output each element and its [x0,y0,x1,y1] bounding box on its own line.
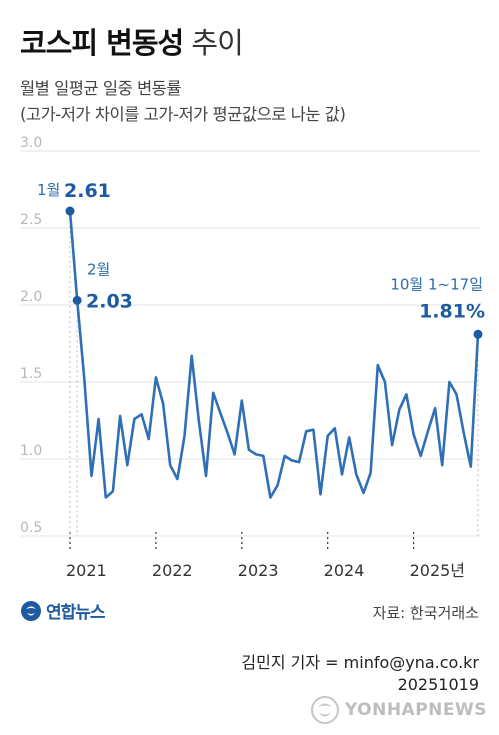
title-light: 추이 [191,26,243,60]
series-line [68,209,480,499]
subtitle-line-2: (고가-저가 차이를 고가-저가 평균값으로 나눈 값) [20,105,346,124]
line-layer [68,209,480,499]
yonhap-logo-icon [21,600,41,621]
label-layer: 3.0 2.5 2.0 1.5 1.0 0.5 2021 2022 2023 2024 2025년 1… [20,135,485,580]
credit: 김민지 기자 = minfo@yna.co.kr 20251019 [241,652,479,696]
x-tick-label-4: 2025년 [410,561,465,580]
y-tick-label-1: 2.5 [20,212,42,228]
x-tick-label-3: 2024 [324,561,365,580]
title-bold: 코스피 변동성 [20,26,184,60]
chart-title: 코스피 변동성 추이 [20,20,244,62]
volatility-line-chart: 3.0 2.5 2.0 1.5 1.0 0.5 2021 2022 2023 2024 2025년 1… [20,135,485,580]
annotation-month-jan: 1월 [37,181,60,199]
data-source: 자료: 한국거래소 [372,604,479,622]
subtitle-line-1: 월별 일평균 일중 변동률 [20,79,182,98]
y-tick-label-5: 0.5 [20,520,42,536]
y-tick-label-4: 1.0 [20,443,42,459]
guide-layer [69,216,479,536]
credit-date: 20251019 [397,675,479,694]
yonhap-logo: 연합뉴스 [20,598,106,623]
highlight-point-1 [72,295,82,305]
highlight-point-0 [65,206,75,216]
highlight-point-57 [473,329,483,339]
chart-subtitle: 월별 일평균 일중 변동률 (고가-저가 차이를 고가-저가 평균값으로 나눈 … [20,76,346,128]
y-tick-label-0: 3.0 [20,135,42,151]
credit-reporter: 김민지 기자 = minfo@yna.co.kr [241,653,479,672]
watermark-logo-icon [310,696,339,724]
y-tick-label-2: 2.0 [20,289,42,305]
y-tick-label-3: 1.5 [20,366,42,382]
annotation-month-feb: 2월 [87,260,110,278]
watermark: YONHAPNEWS [310,695,487,725]
marker-layer [65,206,483,339]
annotation-value-feb: 2.03 [86,290,133,312]
x-tick-label-2: 2023 [238,561,279,580]
x-tick-label-1: 2022 [152,561,193,580]
watermark-text: YONHAPNEWS [344,700,487,720]
annotation-month-oct: 10월 1~17일 [390,275,483,293]
annotation-value-oct: 1.81% [419,300,485,322]
x-tick-label-0: 2021 [66,561,107,580]
grid-layer [20,150,480,550]
logo-text: 연합뉴스 [46,603,106,623]
annotation-value-jan: 2.61 [64,180,111,202]
